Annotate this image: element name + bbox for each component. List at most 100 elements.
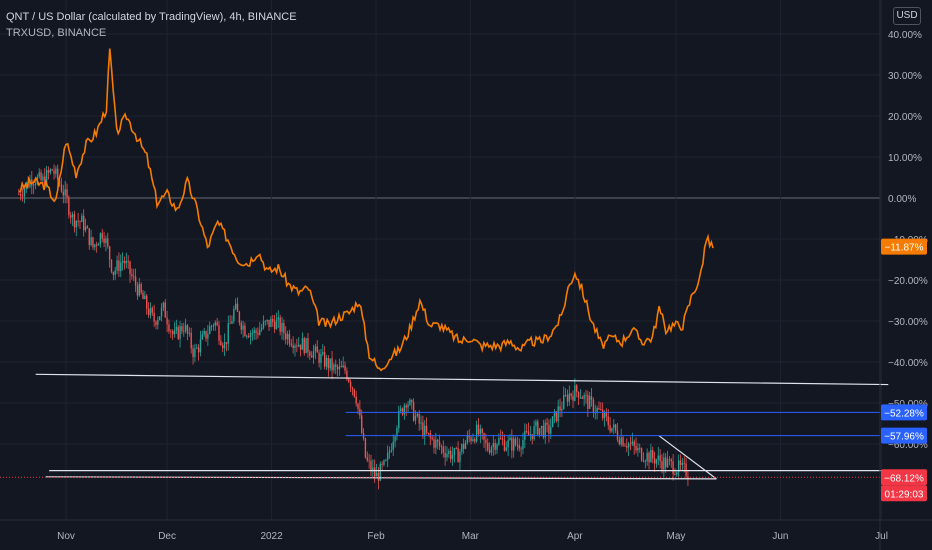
candle-body: [627, 443, 630, 448]
candle-body: [563, 395, 565, 409]
candle-body: [273, 321, 276, 330]
candle-body: [194, 348, 196, 358]
candle-body: [622, 437, 624, 446]
candle-body: [585, 394, 587, 396]
candle-body: [133, 276, 135, 277]
candle-body: [188, 332, 191, 334]
candle-body: [220, 340, 222, 346]
candle-body: [564, 394, 567, 396]
trx-compare-line: [18, 48, 714, 372]
candle-body: [535, 421, 537, 427]
candle-body: [364, 438, 367, 458]
candle-body: [82, 215, 85, 231]
candle-body: [257, 332, 259, 335]
candle-body: [527, 431, 530, 435]
candle-body: [433, 439, 435, 448]
candle-body: [679, 460, 682, 466]
candle-body: [379, 463, 381, 481]
candle-body: [655, 459, 658, 464]
candle-body: [479, 428, 482, 435]
candle-body: [266, 319, 268, 322]
candle-body: [553, 411, 556, 417]
y-tick-label: 20.00%: [888, 112, 922, 123]
candle-body: [316, 346, 318, 353]
candle-body: [197, 347, 200, 353]
candle-body: [588, 396, 591, 409]
candle-body: [405, 405, 407, 408]
candle-body: [296, 345, 298, 347]
candle-body: [470, 437, 472, 441]
candle-body: [90, 237, 92, 246]
candle-body: [171, 331, 174, 335]
candle-body: [642, 460, 645, 462]
candle-body: [179, 326, 181, 339]
candle-body: [629, 443, 632, 445]
candle-body: [355, 396, 357, 404]
chart-title: QNT / US Dollar (calculated by TradingVi…: [6, 11, 297, 23]
candle-body: [294, 345, 296, 348]
candle-body: [173, 330, 176, 335]
candle-body: [183, 330, 185, 332]
candle-body: [19, 194, 22, 196]
candle-body: [538, 428, 541, 435]
candle-body: [160, 307, 163, 317]
price-label: −52.28%: [884, 408, 924, 419]
candle-body: [438, 441, 441, 447]
candle-body: [227, 323, 229, 344]
y-tick-label: −40.00%: [888, 358, 928, 369]
candle-body: [348, 378, 350, 382]
candle-body: [244, 325, 246, 337]
candle-body: [146, 295, 148, 309]
candle-body: [229, 323, 231, 325]
candle-body: [398, 410, 400, 429]
compare-symbol-label[interactable]: TRXUSD, BINANCE: [6, 27, 107, 39]
candle-body: [108, 246, 111, 260]
price-label-bg: [881, 469, 927, 486]
candle-body: [650, 449, 652, 463]
candle-body: [190, 332, 192, 349]
candle-body: [207, 333, 209, 339]
countdown-bg: [881, 485, 927, 502]
candle-body: [557, 406, 559, 422]
candle-body: [509, 437, 511, 441]
candle-body: [283, 322, 285, 334]
candle-body: [648, 452, 650, 463]
candle-body: [372, 467, 374, 471]
candle-body: [147, 308, 150, 316]
candle-body: [305, 338, 307, 354]
time-axis[interactable]: Nov Dec 2022 Feb Mar Apr May Jun Jul: [0, 519, 932, 542]
candle-body: [99, 233, 102, 245]
candle-body: [496, 444, 498, 450]
candle-body: [127, 260, 129, 262]
candle-body: [659, 455, 661, 462]
trendline: [45, 476, 717, 480]
candle-body: [566, 394, 569, 402]
candle-body: [670, 459, 672, 462]
trendlines[interactable]: [0, 373, 889, 480]
candle-body: [611, 427, 613, 432]
candle-body: [77, 220, 79, 222]
candle-body: [490, 447, 493, 453]
candle-body: [600, 409, 602, 410]
candle-body: [216, 322, 218, 326]
candle-body: [272, 318, 274, 322]
candle-body: [403, 405, 406, 415]
candle-body: [38, 172, 40, 177]
candle-body: [45, 170, 48, 186]
candle-body: [264, 321, 267, 322]
candle-body: [446, 453, 448, 458]
candle-body: [312, 351, 315, 358]
candle-body: [657, 455, 659, 460]
candle-body: [196, 347, 198, 349]
currency-button[interactable]: USD: [893, 7, 921, 25]
candle-body: [653, 458, 656, 464]
candle-body: [240, 322, 242, 330]
price-axis[interactable]: 40.00%30.00%20.00%10.00%0.00%−10.00%−20.…: [879, 0, 928, 550]
candle-body: [255, 330, 257, 333]
candle-body: [338, 366, 341, 370]
candle-body: [158, 316, 161, 320]
candle-body: [644, 461, 647, 463]
candle-body: [153, 312, 155, 322]
candle-body: [214, 322, 216, 326]
